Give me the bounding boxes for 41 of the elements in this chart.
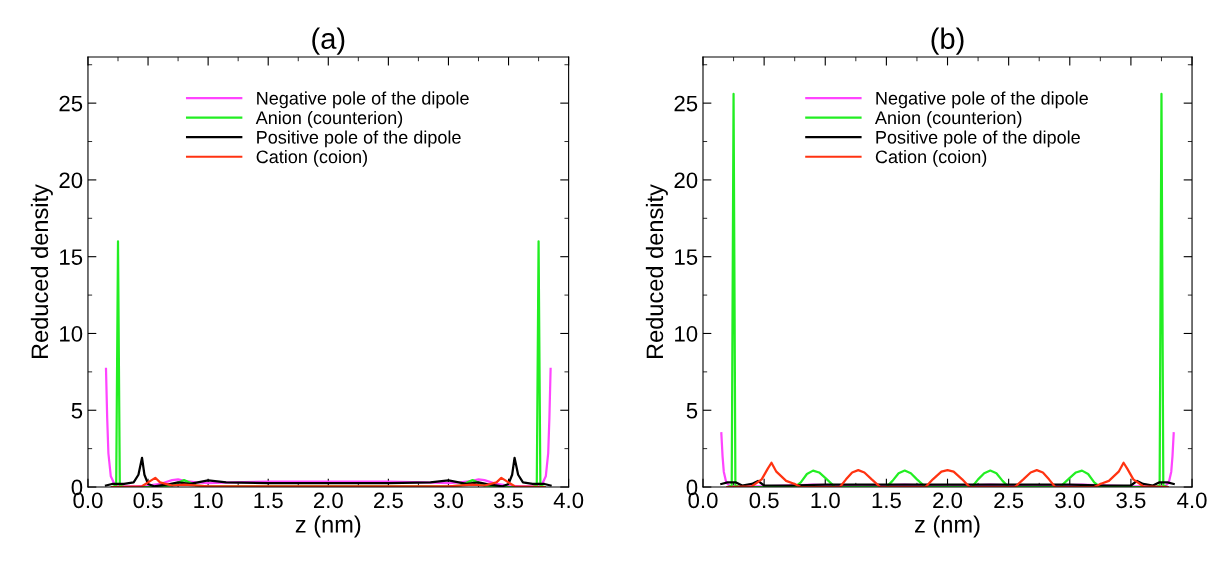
x-tick-label: 4.0 bbox=[553, 492, 584, 509]
y-axis-title: Reduced density bbox=[645, 184, 668, 359]
y-tick-label: 25 bbox=[674, 95, 698, 112]
y-tick-label: 10 bbox=[60, 326, 83, 342]
x-tick-label: 1.5 bbox=[872, 492, 901, 509]
x-tick-label: 1.5 bbox=[254, 492, 283, 509]
x-tick-label: 1.0 bbox=[811, 492, 840, 509]
y-tick-label: 25 bbox=[59, 95, 83, 112]
x-tick-label: 0.5 bbox=[133, 492, 163, 509]
chart-title: (b) bbox=[931, 27, 964, 55]
legend-label: Positive pole of the dipole bbox=[876, 130, 1080, 148]
x-tick-label: 3.5 bbox=[493, 492, 524, 509]
legend-label: Negative pole of the dipole bbox=[876, 91, 1088, 109]
legend-label: Anion (counterion) bbox=[255, 110, 403, 128]
x-tick-label: 2.0 bbox=[933, 492, 963, 509]
x-tick-label: 3.0 bbox=[433, 492, 464, 509]
y-tick-label: 5 bbox=[686, 403, 698, 419]
x-tick-label: 2.5 bbox=[374, 492, 403, 509]
y-tick-label: 20 bbox=[59, 172, 83, 189]
x-axis-title: z (nm) bbox=[915, 515, 980, 538]
x-tick-label: 1.0 bbox=[194, 492, 223, 509]
x-tick-label: 3.5 bbox=[1116, 492, 1146, 509]
x-tick-label: 3.0 bbox=[1055, 492, 1085, 509]
y-tick-label: 10 bbox=[675, 326, 698, 342]
x-tick-label: 2.5 bbox=[994, 492, 1024, 509]
y-tick-label: 5 bbox=[71, 403, 83, 419]
legend-label: Positive pole of the dipole bbox=[257, 130, 461, 148]
y-tick-label: 15 bbox=[60, 249, 83, 265]
line-series bbox=[104, 367, 552, 488]
legend-label: Cation (coion) bbox=[256, 149, 367, 167]
y-tick-label: 15 bbox=[675, 249, 698, 265]
y-tick-label: 20 bbox=[674, 172, 698, 189]
x-axis-title: z (nm) bbox=[295, 515, 361, 538]
chart-title: (a) bbox=[312, 27, 345, 55]
x-tick-label: 2.0 bbox=[313, 492, 343, 509]
legend-label: Cation (coion) bbox=[875, 149, 987, 167]
y-axis-title: Reduced density bbox=[30, 184, 53, 359]
legend-label: Negative pole of the dipole bbox=[257, 91, 469, 109]
x-tick-label: 4.0 bbox=[1177, 492, 1207, 509]
legend-label: Anion (counterion) bbox=[874, 110, 1022, 128]
x-tick-label: 0.5 bbox=[749, 492, 779, 509]
